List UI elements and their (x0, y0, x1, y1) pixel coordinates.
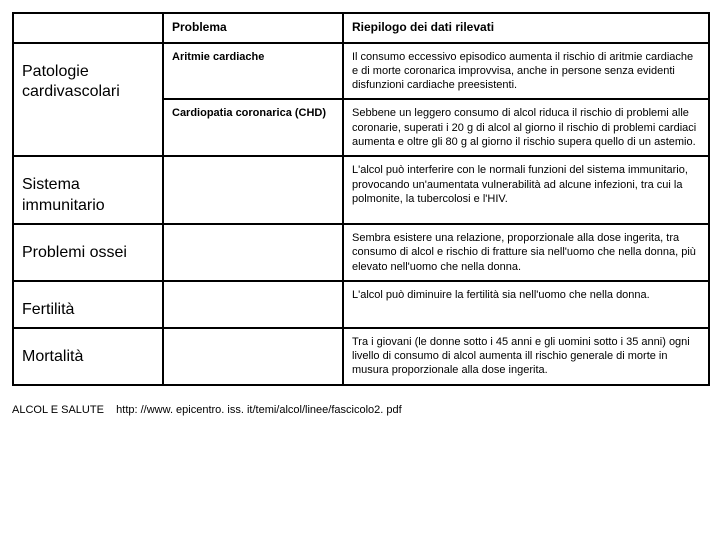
table-header-row: Problema Riepilogo dei dati rilevati (13, 13, 709, 43)
riepilogo-chd: Sebbene un leggero consumo di alcol ridu… (343, 99, 709, 156)
riepilogo-mortalita: Tra i giovani (le donne sotto i 45 anni … (343, 328, 709, 385)
header-riepilogo: Riepilogo dei dati rilevati (343, 13, 709, 43)
header-empty-cell (13, 13, 163, 43)
category-cardiovascolari: Patologie cardivascolari (13, 43, 163, 157)
footer-citation: ALCOL E SALUTE http: //www. epicentro. i… (12, 404, 708, 416)
category-fertilita: Fertilità (13, 281, 163, 328)
header-problema: Problema (163, 13, 343, 43)
riepilogo-aritmie: Il consumo eccessivo episodico aumenta i… (343, 43, 709, 100)
footer-url: http: //www. epicentro. iss. it/temi/alc… (116, 404, 402, 416)
footer-label: ALCOL E SALUTE (12, 404, 104, 416)
problema-chd: Cardiopatia coronarica (CHD) (163, 99, 343, 156)
category-ossei: Problemi ossei (13, 224, 163, 281)
problema-ossei-empty (163, 224, 343, 281)
table-row: Mortalità Tra i giovani (le donne sotto … (13, 328, 709, 385)
category-immunitario: Sistema immunitario (13, 156, 163, 224)
health-effects-table: Problema Riepilogo dei dati rilevati Pat… (12, 12, 710, 386)
table-row: Patologie cardivascolari Aritmie cardiac… (13, 43, 709, 100)
riepilogo-fertilita: L'alcol può diminuire la fertilità sia n… (343, 281, 709, 328)
problema-aritmie: Aritmie cardiache (163, 43, 343, 100)
problema-immunitario-empty (163, 156, 343, 224)
riepilogo-ossei: Sembra esistere una relazione, proporzio… (343, 224, 709, 281)
problema-mortalita-empty (163, 328, 343, 385)
problema-fertilita-empty (163, 281, 343, 328)
table-row: Sistema immunitario L'alcol può interfer… (13, 156, 709, 224)
category-mortalita: Mortalità (13, 328, 163, 385)
table-row: Fertilità L'alcol può diminuire la ferti… (13, 281, 709, 328)
table-row: Problemi ossei Sembra esistere una relaz… (13, 224, 709, 281)
riepilogo-immunitario: L'alcol può interferire con le normali f… (343, 156, 709, 224)
